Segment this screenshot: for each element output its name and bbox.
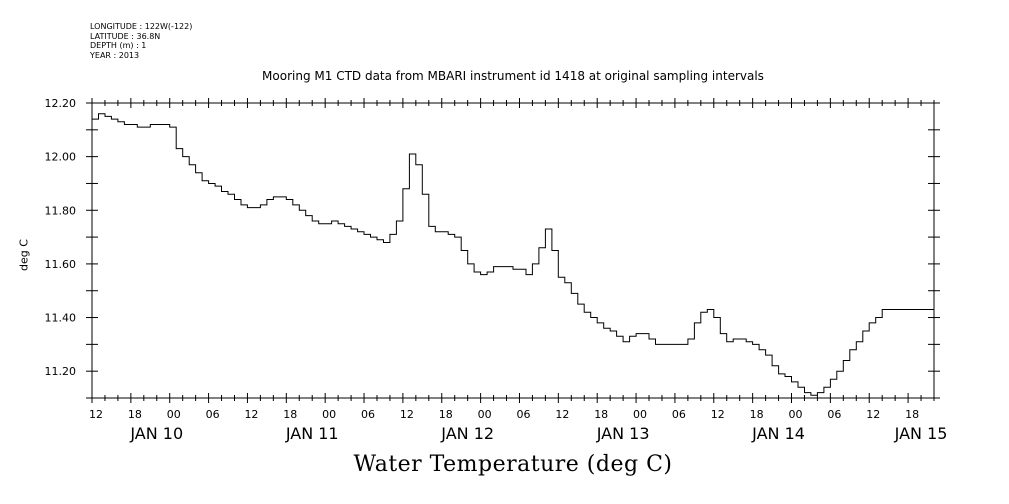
x-hour-label: 12 bbox=[866, 408, 880, 421]
x-hour-label: 12 bbox=[89, 408, 103, 421]
y-tick-label: 12.00 bbox=[45, 151, 77, 164]
x-hour-label: 06 bbox=[516, 408, 530, 421]
chart-ticks bbox=[86, 98, 940, 403]
x-hour-label: 00 bbox=[478, 408, 492, 421]
depth-text: DEPTH (m) : 1 bbox=[90, 41, 147, 50]
x-hour-label: 12 bbox=[244, 408, 258, 421]
y-tick-label: 11.40 bbox=[45, 312, 77, 325]
year-text: YEAR : 2013 bbox=[90, 50, 140, 60]
y-tick-label: 11.60 bbox=[45, 258, 77, 271]
x-day-label: JAN 14 bbox=[751, 424, 805, 443]
x-axis-title: Water Temperature (deg C) bbox=[353, 452, 673, 477]
x-hour-label: 00 bbox=[322, 408, 336, 421]
x-hour-label: 18 bbox=[594, 408, 608, 421]
x-hour-label: 12 bbox=[555, 408, 569, 421]
x-day-label: JAN 15 bbox=[894, 424, 948, 443]
metadata-block: LONGITUDE : 122W(-122) LATITUDE : 36.8N … bbox=[90, 22, 192, 60]
x-day-label: JAN 13 bbox=[596, 424, 650, 443]
latitude-text: LATITUDE : 36.8N bbox=[90, 31, 161, 41]
x-day-label: JAN 11 bbox=[285, 424, 339, 443]
x-day-label: JAN 10 bbox=[129, 424, 183, 443]
x-hour-label: 06 bbox=[206, 408, 220, 421]
temperature-series-line bbox=[92, 113, 934, 396]
x-day-label: JAN 12 bbox=[440, 424, 494, 443]
x-hour-label: 00 bbox=[167, 408, 181, 421]
x-hour-label: 12 bbox=[400, 408, 414, 421]
x-hour-label: 18 bbox=[128, 408, 142, 421]
x-hour-label: 06 bbox=[827, 408, 841, 421]
y-tick-label: 12.20 bbox=[45, 97, 77, 110]
x-hour-label: 06 bbox=[672, 408, 686, 421]
plot-frame bbox=[91, 102, 935, 399]
chart-axes bbox=[91, 102, 935, 399]
x-hour-label: 18 bbox=[750, 408, 764, 421]
longitude-text: LONGITUDE : 122W(-122) bbox=[90, 22, 193, 31]
chart-tick-labels: 11.20 11.40 11.60 11.80 12.00 12.20 12 18 00 06 12… bbox=[45, 97, 948, 443]
y-tick-label: 11.20 bbox=[45, 365, 77, 378]
x-hour-label: 12 bbox=[711, 408, 725, 421]
x-hour-label: 18 bbox=[905, 408, 919, 421]
chart-title: Mooring M1 CTD data from MBARI instrumen… bbox=[262, 69, 764, 83]
y-tick-label: 11.80 bbox=[45, 204, 77, 217]
x-hour-label: 18 bbox=[439, 408, 453, 421]
x-hour-label: 06 bbox=[361, 408, 375, 421]
x-hour-label: 18 bbox=[283, 408, 297, 421]
x-hour-label: 00 bbox=[789, 408, 803, 421]
x-hour-label: 00 bbox=[633, 408, 647, 421]
